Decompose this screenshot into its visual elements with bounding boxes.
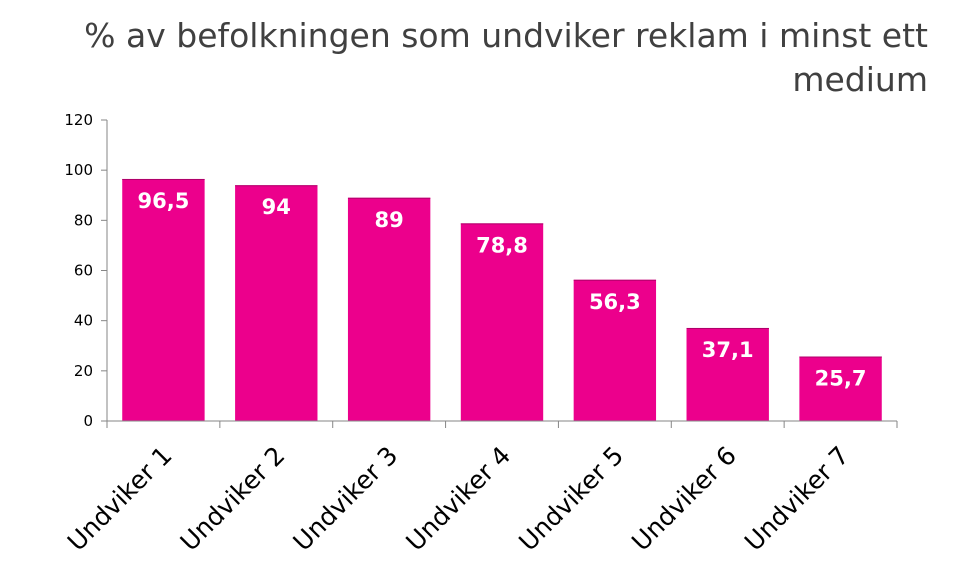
data-labels: 96,5 94 89 78,8 56,3 37,1 25,7 <box>138 189 867 391</box>
y-tick-label: 20 <box>74 362 93 380</box>
bar <box>347 197 431 421</box>
data-label: 56,3 <box>589 290 641 314</box>
bar <box>686 327 769 421</box>
data-label: 37,1 <box>702 338 754 362</box>
bar <box>460 223 544 421</box>
bar <box>122 178 205 421</box>
x-category-label: Undviker 6 <box>626 441 742 557</box>
x-category-label: Undviker 7 <box>739 441 855 557</box>
y-tick-label: 100 <box>64 161 93 179</box>
chart-title: % av befolkningen som undviker reklam i … <box>84 16 928 99</box>
x-category-label: Undviker 2 <box>175 441 291 557</box>
data-label: 89 <box>375 208 404 232</box>
x-category-label: Undviker 5 <box>513 441 629 557</box>
y-tick-label: 120 <box>64 111 93 129</box>
bars <box>122 178 882 421</box>
y-tick-label: 0 <box>83 412 93 430</box>
bar <box>799 356 882 421</box>
bar <box>573 279 657 421</box>
y-axis-ticks: 0 20 40 60 80 100 120 <box>64 111 107 430</box>
data-label: 25,7 <box>815 367 867 391</box>
x-category-label: Undviker 4 <box>400 441 516 557</box>
data-label: 94 <box>262 195 291 219</box>
y-tick-label: 80 <box>74 211 93 229</box>
y-tick-label: 40 <box>74 312 93 330</box>
x-category-label: Undviker 3 <box>288 441 404 557</box>
data-label: 78,8 <box>476 233 528 257</box>
y-tick-label: 60 <box>74 262 93 280</box>
x-category-label: Undviker 1 <box>62 441 178 557</box>
axes <box>106 120 898 428</box>
data-label: 96,5 <box>138 189 190 213</box>
bar <box>235 185 318 421</box>
